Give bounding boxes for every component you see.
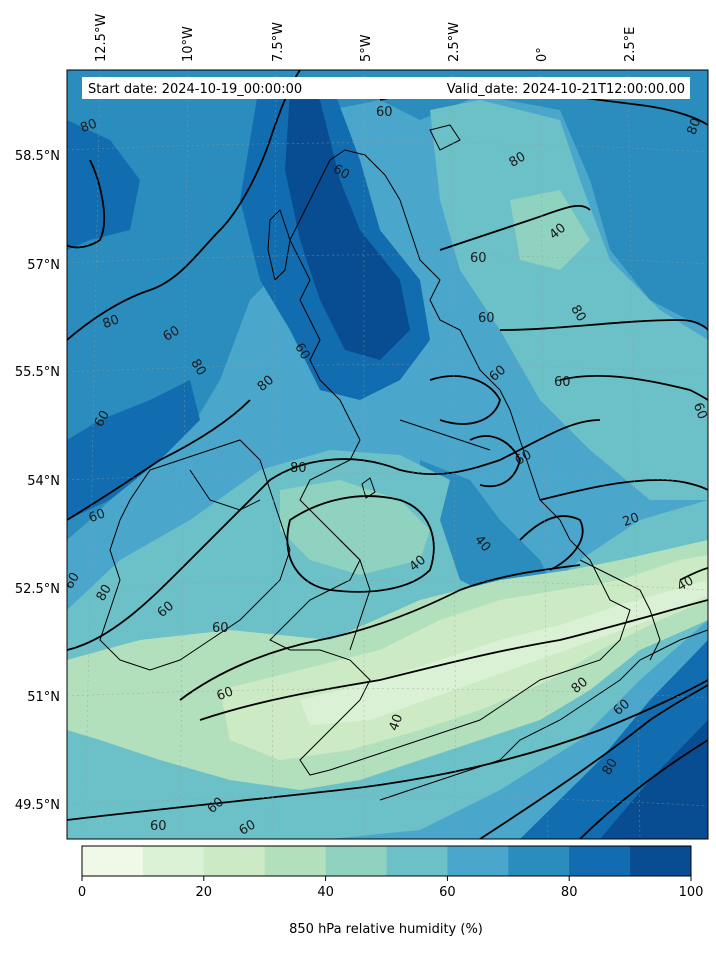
latitude-label: 49.5°N: [15, 798, 60, 813]
valid-date-label: Valid_date: 2024-10-21T12:00:00.00: [447, 82, 685, 97]
start-date-label: Start date: 2024-10-19_00:00:00: [88, 82, 302, 97]
contour-label: 60: [470, 251, 487, 266]
colorbar-ticks: [81, 876, 692, 881]
latitude-label: 54°N: [27, 474, 60, 489]
humidity-band-50-60: [510, 190, 590, 270]
humidity-band-70-80: [67, 70, 708, 540]
coastline-ireland: [99, 439, 291, 671]
contour-label: 80: [507, 149, 529, 170]
latitude-label: 52.5°N: [15, 582, 60, 597]
colorbar-tick-labels: 0 20 40 60 80 100: [78, 885, 704, 900]
longitude-label: 2.5°W: [447, 22, 462, 62]
coastlines: [99, 124, 708, 801]
contour-label: 60: [330, 162, 352, 183]
map-frame: [66, 69, 709, 840]
humidity-band-90-100-highlands: [285, 90, 410, 360]
contour-label: 60: [554, 375, 571, 390]
colorbar-cell: [203, 846, 266, 876]
contour-label: 60: [237, 817, 259, 838]
colorbar-label: 850 hPa relative humidity (%): [289, 922, 483, 937]
longitude-label: 5°W: [359, 34, 374, 62]
colorbar-tick-label: 80: [561, 885, 578, 900]
contour-label: 80: [101, 312, 122, 332]
contour-label: 80: [600, 756, 621, 778]
colorbar: 0 20 40 60 80 100 850 hPa relative humid…: [78, 845, 704, 937]
date-header-box: [82, 77, 690, 99]
border-northern-ireland: [189, 469, 261, 511]
coastline-orkney: [429, 124, 461, 151]
coastline-continent-north: [579, 559, 661, 661]
latitude-labels: 58.5°N 57°N 55.5°N 54°N 52.5°N 51°N 49.5…: [15, 149, 60, 813]
longitude-label: 7.5°W: [271, 22, 286, 62]
contour-label: 60: [690, 401, 710, 422]
contour-label: 80: [187, 357, 208, 379]
contour-label: 60: [87, 506, 108, 526]
border-wales: [339, 539, 371, 651]
colorbar-tick-label: 0: [78, 885, 86, 900]
contour-label: 60: [92, 408, 113, 430]
colorbar-cell: [142, 846, 205, 876]
gridlines: [67, 70, 708, 839]
contour-label: 80: [685, 116, 705, 137]
contour-label: 40: [675, 573, 697, 594]
contour-lines: [67, 70, 708, 839]
contour-label: 60: [513, 447, 535, 468]
contour-label: 60: [150, 819, 167, 834]
contour-label: 60: [478, 311, 495, 326]
colorbar-tick-label: 100: [679, 885, 704, 900]
map-area: 80 60 60 80 40 60 80 60 80 60 80 80 60 6…: [67, 70, 710, 839]
colorbar-tick-label: 40: [317, 885, 334, 900]
contour-label: 20: [621, 510, 642, 530]
colorbar-cell: [630, 846, 692, 876]
humidity-band-60-70-scotland-east: [430, 100, 708, 500]
colorbar-tick-label: 20: [196, 885, 213, 900]
coastline-great-britain: [269, 149, 631, 776]
contour-label: 80: [78, 116, 99, 136]
colorbar-cell: [264, 846, 327, 876]
border-scotland-england: [399, 419, 491, 451]
contour-label: 60: [291, 341, 312, 363]
latitude-label: 58.5°N: [15, 149, 60, 164]
longitude-label: 0°: [535, 47, 550, 62]
contour-label: 80: [290, 461, 307, 476]
colorbar-tick-label: 60: [439, 885, 456, 900]
contour-label: 60: [215, 684, 236, 704]
colorbar-cell: [325, 846, 387, 876]
longitude-label: 10°W: [181, 26, 196, 62]
coastline-isle-of-man: [361, 477, 376, 499]
colorbar-cell: [386, 846, 448, 876]
latitude-label: 55.5°N: [15, 365, 60, 380]
coastline-hebrides: [267, 209, 291, 281]
contour-label: 60: [161, 323, 183, 344]
colorbar-cell: [508, 846, 570, 876]
colorbar-cell: [569, 846, 631, 876]
contour-label: 80: [94, 582, 115, 604]
humidity-band-80-90-west: [67, 120, 140, 250]
colorbar-cells: [82, 846, 692, 876]
latitude-label: 51°N: [27, 690, 60, 705]
colorbar-cell: [447, 846, 509, 876]
humidity-band-50-60-midlands: [280, 480, 430, 575]
colorbar-frame: [81, 845, 692, 877]
contour-label: 80: [567, 303, 588, 325]
coastline-france: [379, 629, 708, 801]
humidity-band-90-100-southeast: [600, 720, 708, 839]
latitude-label: 57°N: [27, 258, 60, 273]
humidity-band-80-90-irish-coast: [67, 380, 200, 520]
colorbar-cell: [82, 846, 144, 876]
contour-label: 40: [387, 712, 407, 733]
longitude-label: 2.5°E: [623, 27, 638, 62]
longitude-label: 12.5°W: [94, 14, 109, 62]
longitude-labels: 12.5°W 10°W 7.5°W 5°W 2.5°W 0° 2.5°E: [94, 14, 638, 62]
contour-label: 60: [376, 105, 393, 120]
contour-label: 60: [212, 621, 229, 636]
